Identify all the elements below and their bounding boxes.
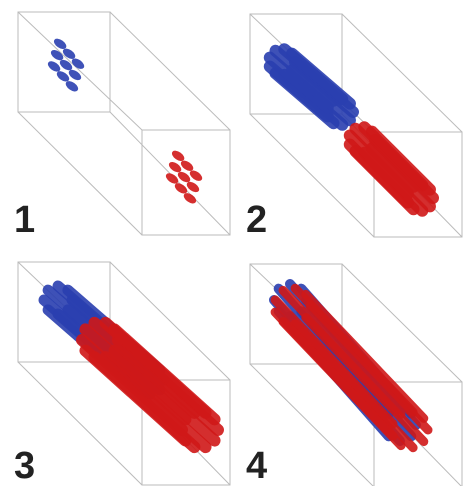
panel-label: 4 bbox=[246, 445, 267, 486]
panel-label: 2 bbox=[246, 199, 267, 241]
panel-label: 3 bbox=[14, 445, 35, 486]
figure: 1 2 3 4 bbox=[0, 0, 464, 486]
bundles bbox=[44, 37, 433, 448]
box-face bbox=[142, 130, 230, 235]
panel-label: 1 bbox=[14, 199, 35, 241]
box-edge bbox=[342, 14, 462, 132]
box-edge bbox=[110, 12, 230, 130]
box-edge bbox=[18, 112, 142, 235]
wireframe-box bbox=[18, 12, 230, 235]
